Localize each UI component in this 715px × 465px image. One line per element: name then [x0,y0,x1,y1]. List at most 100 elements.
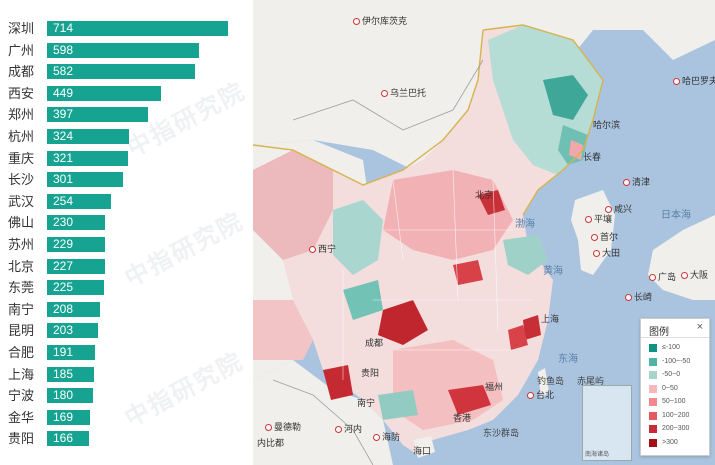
ranking-city: 东莞 [8,280,35,296]
ranking-city: 昆明 [8,323,35,339]
ranking-value: 714 [53,21,74,35]
ranking-row: 武汉 254 [0,193,253,210]
legend-title: 图例 [649,327,669,338]
legend-label: 50~100 [662,398,686,405]
southeast-asia-border [272,379,374,465]
ranking-bar: 449 [47,85,161,101]
ranking-row: 苏州 229 [0,236,253,253]
ranking-value: 321 [53,150,74,165]
legend-label: ≤-100 [662,344,680,351]
sea-label-east: 东海 [558,354,578,365]
city-label-chengdu: 成都 [365,338,384,348]
ranking-city: 金华 [8,409,35,425]
ranking-city: 武汉 [8,193,35,209]
ranking-bar: 324 [47,129,130,144]
legend-swatch [649,371,657,379]
ranking-city: 宁波 [8,388,35,404]
ranking-bar: 582 [47,64,195,80]
city-label-daejeon: 大田 [593,246,620,259]
ranking-value: 254 [53,193,74,208]
ranking-bar: 321 [47,150,129,166]
ranking-bar: 598 [47,42,199,58]
ranking-row: 杭州 324 [0,128,253,145]
ranking-value: 301 [53,172,74,187]
city-label-nagasaki: 长崎 [625,290,652,303]
city-label-xianggang: 香港 [453,413,472,423]
ranking-row: 广州 598 [0,42,253,59]
ranking-value: 169 [53,409,74,424]
chongqing-red [378,300,428,345]
city-label-nanning: 南宁 [357,398,376,408]
map-canvas [253,0,715,465]
city-label-naypyidaw: 内比都 [257,438,285,448]
city-label-haiphong: 海防 [373,430,400,443]
ranking-bar: 714 [47,21,228,36]
ranking-row: 佛山 230 [0,214,253,231]
heilongjiang-dark [543,75,588,120]
city-label-changchun: 长春 [583,152,602,162]
ranking-city: 重庆 [8,150,35,166]
ranking-city: 南宁 [8,301,35,317]
ranking-bar: 169 [47,409,90,425]
ranking-value: 598 [53,42,74,57]
legend-label: 0~50 [662,384,678,392]
legend-swatch [649,357,657,366]
city-label-ulaanbaatar: 乌兰巴托 [381,86,426,99]
legend-label: >300 [662,438,678,446]
city-label-fuzhou: 福州 [485,382,504,392]
ranking-value: 582 [53,64,74,79]
city-label-irkutsk: 伊尔库茨克 [353,14,407,27]
ranking-city: 深圳 [8,21,35,36]
ranking-value: 397 [53,107,74,122]
sichuan-teal [343,280,383,320]
city-label-guiyang: 贵阳 [361,368,380,378]
province-lines [342,169,533,380]
inset-label: 南海诸岛 [585,452,610,458]
legend-swatch [649,344,657,352]
ranking-city: 成都 [8,64,35,80]
ranking-row: 上海 185 [0,366,253,383]
ranking-value: 229 [53,237,74,251]
ranking-panel: 深圳 714 广州 598 成都 582 西安 449 郑州 397 杭州 324 重庆 321 长沙 301… [0,0,253,465]
ranking-bar: 185 [47,366,94,382]
legend-label: 100~200 [662,411,690,419]
legend-swatch [649,398,657,406]
ranking-bar: 230 [47,215,106,231]
ranking-bar: 225 [47,280,105,296]
ranking-city: 合肥 [8,345,35,360]
shanghai-red [523,315,541,340]
ranking-row: 东莞 225 [0,279,253,296]
ranking-city: 郑州 [8,107,35,123]
city-label-hanoi: 河内 [335,422,362,435]
ranking-value: 185 [53,366,74,381]
ranking-row: 金华 169 [0,409,253,426]
ranking-bar: 254 [47,193,112,209]
ranking-row: 北京 227 [0,258,253,275]
city-label-qingjin: 清津 [623,175,650,188]
legend-swatch [649,425,657,433]
japan-islands [648,215,715,300]
ranking-bar: 191 [47,345,96,360]
national-border [253,24,604,216]
sea-label-japan: 日本海 [661,210,691,221]
legend-close-button[interactable]: × [696,321,703,333]
ranking-city: 苏州 [8,237,35,252]
ranking-row: 昆明 203 [0,322,253,339]
legend-label: -100~-50 [662,357,691,365]
guangdong-red [448,385,491,415]
legend-label: 200~300 [662,425,690,432]
guangxi-teal [378,390,418,420]
ranking-row: 南宁 208 [0,301,253,318]
ranking-value: 225 [53,280,74,295]
ranking-city: 长沙 [8,172,35,188]
ranking-row: 深圳 714 [0,20,253,37]
ranking-row: 长沙 301 [0,171,253,188]
south-china-sea-inset: 南海诸岛 [582,385,632,461]
yunnan-red [323,365,353,400]
ranking-value: 449 [53,85,74,100]
ranking-bar: 227 [47,258,105,274]
china-choropleth-map[interactable]: 伊尔库茨克 乌兰巴托 哈尔滨 哈巴罗夫斯克 长春 北京 清津 咸兴 平壤 日本海… [253,0,715,465]
legend-swatch [649,438,657,447]
island-label-diaoyu: 钓鱼岛 [537,376,565,386]
sea-label-bohai: 渤海 [515,219,535,230]
